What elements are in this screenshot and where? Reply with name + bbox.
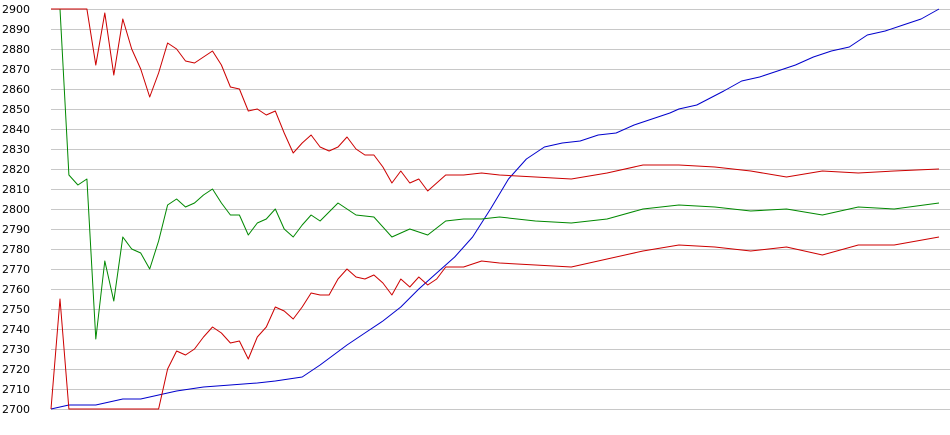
y-tick-label: 2880: [2, 43, 30, 56]
y-tick-label: 2790: [2, 223, 30, 236]
y-tick-label: 2860: [2, 83, 30, 96]
y-tick-label: 2700: [2, 403, 30, 416]
grid-lines: [51, 9, 950, 410]
y-tick-label: 2800: [2, 203, 30, 216]
y-tick-label: 2780: [2, 243, 30, 256]
y-tick-label: 2730: [2, 343, 30, 356]
series-line-2: [51, 8, 940, 340]
y-tick-label: 2710: [2, 383, 30, 396]
y-tick-label: 2900: [2, 3, 30, 16]
series-line-1: [50, 8, 940, 410]
y-tick-label: 2720: [2, 363, 30, 376]
y-tick-label: 2890: [2, 23, 30, 36]
y-tick-label: 2820: [2, 163, 30, 176]
y-tick-label: 2750: [2, 303, 30, 316]
y-tick-label: 2850: [2, 103, 30, 116]
y-tick-label: 2830: [2, 143, 30, 156]
y-tick-label: 2760: [2, 283, 30, 296]
y-axis-tick-labels: 2700 2710 2720 2730 2740 2750 2760 2770 2780 2790…: [2, 3, 30, 416]
y-tick-label: 2770: [2, 263, 30, 276]
y-tick-label: 2740: [2, 323, 30, 336]
series-line-3: [51, 8, 940, 192]
series-lines: [50, 8, 940, 410]
y-tick-label: 2870: [2, 63, 30, 76]
series-line-4: [50, 236, 940, 410]
y-tick-label: 2840: [2, 123, 30, 136]
y-tick-label: 2810: [2, 183, 30, 196]
